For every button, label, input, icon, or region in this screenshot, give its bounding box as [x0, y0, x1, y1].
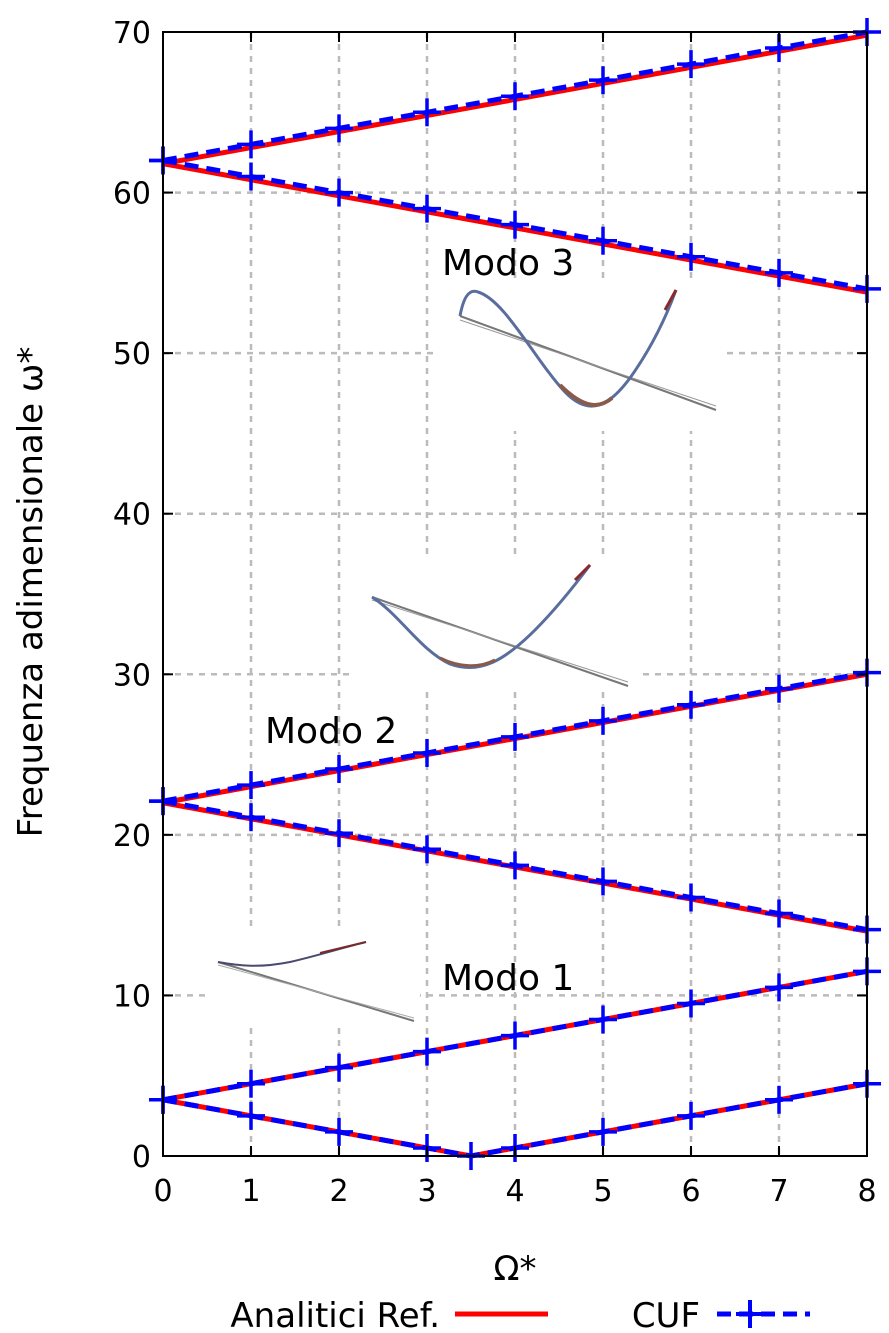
- series-layer: [149, 18, 881, 1170]
- axis-ticks: 0 1 2 3 4 5 6 7 8 0 10 20 30 40 50 60 70: [113, 16, 877, 1209]
- x-tick-label: 1: [241, 1174, 260, 1209]
- y-tick-label: 40: [113, 498, 151, 533]
- annotation-modo-2: Modo 2: [265, 711, 397, 752]
- x-tick-label: 8: [857, 1174, 876, 1209]
- y-tick-label: 60: [113, 177, 151, 212]
- series-line-cuf: [162, 1081, 868, 1159]
- mode-2-shape-image: [350, 560, 640, 690]
- annotation-modo-3: Modo 3: [442, 243, 574, 284]
- y-axis-label: Frequenza adimensionale ω*: [11, 347, 51, 838]
- y-tick-label: 50: [113, 337, 151, 372]
- x-tick-label: 5: [593, 1174, 612, 1209]
- x-tick-label: 4: [505, 1174, 524, 1209]
- y-tick-label: 20: [113, 819, 151, 854]
- legend: Analitici Ref. CUF: [230, 1296, 810, 1333]
- y-tick-label: 0: [132, 1140, 151, 1175]
- y-tick-label: 70: [113, 16, 151, 51]
- x-axis-label: Ω*: [494, 1249, 537, 1289]
- x-tick-label: 0: [153, 1174, 172, 1209]
- annotation-modo-1: Modo 1: [442, 958, 574, 999]
- x-tick-label: 6: [681, 1174, 700, 1209]
- mode-shape-insets: [205, 283, 725, 1027]
- y-tick-label: 10: [113, 979, 151, 1014]
- x-tick-label: 7: [769, 1174, 788, 1209]
- mode-1-shape-image: [205, 932, 420, 1027]
- mode-3-shape-image: [435, 283, 725, 431]
- legend-label-analitici: Analitici Ref.: [230, 1296, 440, 1333]
- legend-label-cuf: CUF: [632, 1296, 700, 1333]
- x-tick-label: 3: [417, 1174, 436, 1209]
- x-tick-label: 2: [329, 1174, 348, 1209]
- y-tick-label: 30: [113, 658, 151, 693]
